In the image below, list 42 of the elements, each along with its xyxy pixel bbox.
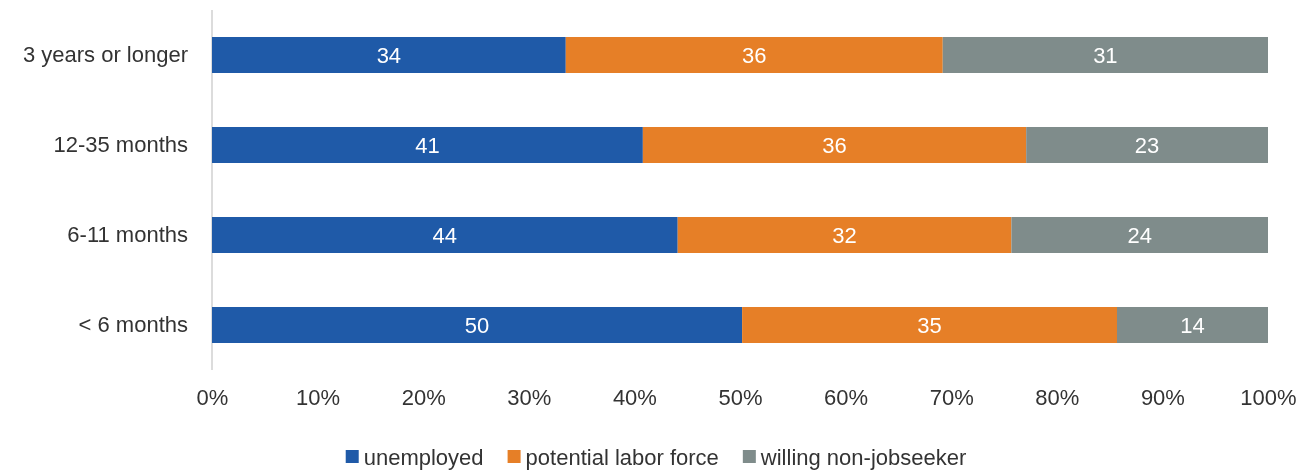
data-label: 50	[464, 312, 490, 338]
bar	[677, 217, 1012, 253]
legend-label: willing non-jobseeker	[759, 444, 967, 470]
x-tick-label: 90%	[1140, 384, 1185, 410]
bar	[642, 127, 1027, 163]
data-label: 36	[822, 132, 847, 158]
bar	[1026, 127, 1268, 163]
bar	[212, 37, 566, 73]
y-tick-label: 12-35 months	[53, 132, 188, 158]
data-label: 34	[376, 42, 402, 68]
x-tick-label: 20%	[401, 384, 446, 410]
x-tick-label: 100%	[1240, 384, 1297, 410]
bar	[742, 307, 1117, 343]
bar	[1011, 217, 1268, 253]
x-tick-label: 30%	[507, 384, 552, 410]
bar	[212, 307, 743, 343]
data-label: 44	[432, 222, 458, 248]
data-label: 32	[832, 222, 857, 248]
x-tick-label: 40%	[612, 384, 657, 410]
legend-label: potential labor force	[525, 444, 719, 470]
bar	[565, 37, 943, 73]
data-label: 35	[917, 312, 942, 338]
data-label: 41	[415, 132, 440, 158]
y-tick-label: 6-11 months	[67, 222, 188, 248]
bar	[212, 217, 678, 253]
x-tick-label: 80%	[1035, 384, 1080, 410]
data-label: 31	[1093, 42, 1118, 68]
x-tick-label: 60%	[824, 384, 869, 410]
legend-label: unemployed	[363, 444, 484, 470]
bar	[942, 37, 1268, 73]
x-tick-label: 50%	[718, 384, 763, 410]
data-label: 14	[1180, 312, 1205, 338]
data-label: 23	[1134, 132, 1160, 158]
bar	[1116, 307, 1268, 343]
x-tick-label: 0%	[196, 384, 229, 410]
bar	[212, 127, 643, 163]
y-tick-label: < 6 months	[78, 312, 188, 338]
data-label: 24	[1127, 222, 1152, 248]
y-tick-label: 3 years or longer	[22, 42, 188, 68]
x-tick-label: 10%	[296, 384, 341, 410]
x-tick-label: 70%	[929, 384, 974, 410]
data-label: 36	[742, 42, 767, 68]
